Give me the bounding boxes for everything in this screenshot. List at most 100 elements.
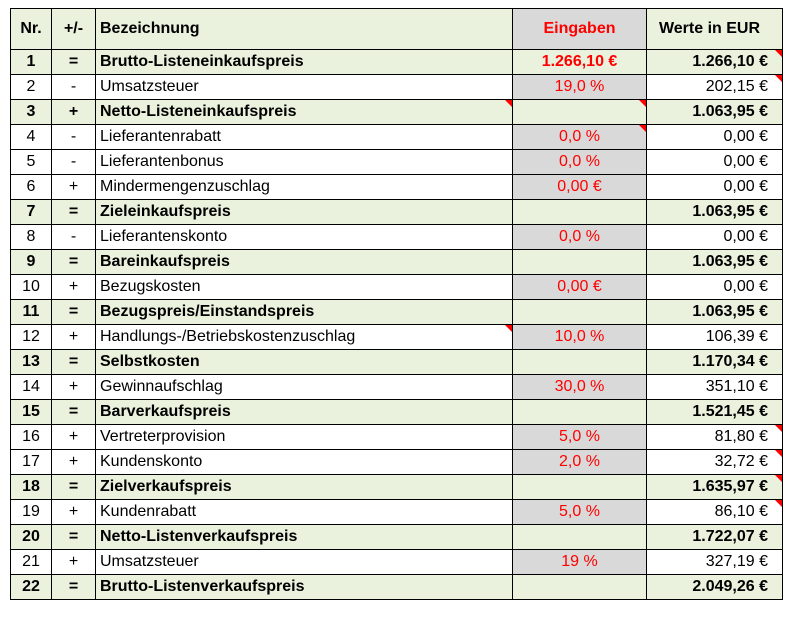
row-value-cell[interactable]: 1.063,95 € xyxy=(646,99,783,125)
row-value-cell[interactable]: 1.170,34 € xyxy=(646,349,783,375)
row-sign-cell[interactable]: = xyxy=(51,399,96,425)
row-nr-cell[interactable]: 2 xyxy=(10,74,52,100)
row-input-cell[interactable] xyxy=(512,249,647,275)
row-value-cell[interactable]: 0,00 € xyxy=(646,124,783,150)
row-value-cell[interactable]: 1.063,95 € xyxy=(646,199,783,225)
row-value-cell[interactable]: 1.722,07 € xyxy=(646,524,783,550)
row-value-cell[interactable]: 1.521,45 € xyxy=(646,399,783,425)
row-sign-cell[interactable]: + xyxy=(51,499,96,525)
row-sign-cell[interactable]: + xyxy=(51,549,96,575)
row-input-cell[interactable]: 0,0 % xyxy=(512,224,647,250)
row-nr-cell[interactable]: 10 xyxy=(10,274,52,300)
row-nr-cell[interactable]: 3 xyxy=(10,99,52,125)
row-value-cell[interactable]: 2.049,26 € xyxy=(646,574,783,600)
row-name-cell[interactable]: Gewinnaufschlag xyxy=(95,374,513,400)
row-value-cell[interactable]: 327,19 € xyxy=(646,549,783,575)
row-input-cell[interactable]: 10,0 % xyxy=(512,324,647,350)
row-sign-cell[interactable]: + xyxy=(51,374,96,400)
row-input-cell[interactable]: 30,0 % xyxy=(512,374,647,400)
row-name-cell[interactable]: Selbstkosten xyxy=(95,349,513,375)
row-value-cell[interactable]: 106,39 € xyxy=(646,324,783,350)
row-sign-cell[interactable]: = xyxy=(51,49,96,75)
row-name-cell[interactable]: Bezugspreis/Einstandspreis xyxy=(95,299,513,325)
row-value-cell[interactable]: 81,80 € xyxy=(646,424,783,450)
row-nr-cell[interactable]: 12 xyxy=(10,324,52,350)
row-value-cell[interactable]: 1.266,10 € xyxy=(646,49,783,75)
row-name-cell[interactable]: Kundenskonto xyxy=(95,449,513,475)
row-nr-cell[interactable]: 20 xyxy=(10,524,52,550)
header-value[interactable]: Werte in EUR xyxy=(646,8,783,50)
row-sign-cell[interactable]: - xyxy=(51,74,96,100)
row-value-cell[interactable]: 202,15 € xyxy=(646,74,783,100)
row-input-cell[interactable]: 19,0 % xyxy=(512,74,647,100)
row-name-cell[interactable]: Kundenrabatt xyxy=(95,499,513,525)
row-name-cell[interactable]: Lieferantenskonto xyxy=(95,224,513,250)
row-input-cell[interactable]: 0,0 % xyxy=(512,149,647,175)
row-value-cell[interactable]: 0,00 € xyxy=(646,149,783,175)
row-value-cell[interactable]: 1.635,97 € xyxy=(646,474,783,500)
row-name-cell[interactable]: Zieleinkaufspreis xyxy=(95,199,513,225)
row-nr-cell[interactable]: 18 xyxy=(10,474,52,500)
row-input-cell[interactable] xyxy=(512,474,647,500)
row-nr-cell[interactable]: 22 xyxy=(10,574,52,600)
row-input-cell[interactable]: 19 % xyxy=(512,549,647,575)
row-input-cell[interactable] xyxy=(512,199,647,225)
row-value-cell[interactable]: 32,72 € xyxy=(646,449,783,475)
row-nr-cell[interactable]: 15 xyxy=(10,399,52,425)
row-input-cell[interactable] xyxy=(512,399,647,425)
header-nr[interactable]: Nr. xyxy=(10,8,52,50)
row-sign-cell[interactable]: = xyxy=(51,474,96,500)
row-input-cell[interactable]: 0,0 % xyxy=(512,124,647,150)
row-name-cell[interactable]: Handlungs-/Betriebskostenzuschlag xyxy=(95,324,513,350)
row-nr-cell[interactable]: 6 xyxy=(10,174,52,200)
row-name-cell[interactable]: Zielverkaufspreis xyxy=(95,474,513,500)
row-sign-cell[interactable]: = xyxy=(51,574,96,600)
row-sign-cell[interactable]: - xyxy=(51,149,96,175)
row-name-cell[interactable]: Bareinkaufspreis xyxy=(95,249,513,275)
row-nr-cell[interactable]: 9 xyxy=(10,249,52,275)
row-input-cell[interactable]: 1.266,10 € xyxy=(512,49,647,75)
row-nr-cell[interactable]: 11 xyxy=(10,299,52,325)
row-sign-cell[interactable]: + xyxy=(51,274,96,300)
row-value-cell[interactable]: 0,00 € xyxy=(646,224,783,250)
row-sign-cell[interactable]: = xyxy=(51,524,96,550)
header-name[interactable]: Bezeichnung xyxy=(95,8,513,50)
row-sign-cell[interactable]: = xyxy=(51,249,96,275)
row-name-cell[interactable]: Mindermengenzuschlag xyxy=(95,174,513,200)
row-nr-cell[interactable]: 4 xyxy=(10,124,52,150)
row-input-cell[interactable]: 0,00 € xyxy=(512,174,647,200)
row-sign-cell[interactable]: - xyxy=(51,224,96,250)
row-sign-cell[interactable]: = xyxy=(51,299,96,325)
row-nr-cell[interactable]: 13 xyxy=(10,349,52,375)
row-value-cell[interactable]: 86,10 € xyxy=(646,499,783,525)
row-name-cell[interactable]: Netto-Listeneinkaufspreis xyxy=(95,99,513,125)
row-name-cell[interactable]: Lieferantenrabatt xyxy=(95,124,513,150)
row-input-cell[interactable] xyxy=(512,299,647,325)
row-nr-cell[interactable]: 21 xyxy=(10,549,52,575)
row-nr-cell[interactable]: 1 xyxy=(10,49,52,75)
row-input-cell[interactable] xyxy=(512,574,647,600)
row-nr-cell[interactable]: 14 xyxy=(10,374,52,400)
row-sign-cell[interactable]: = xyxy=(51,199,96,225)
row-input-cell[interactable] xyxy=(512,99,647,125)
row-name-cell[interactable]: Umsatzsteuer xyxy=(95,74,513,100)
row-input-cell[interactable]: 5,0 % xyxy=(512,499,647,525)
row-sign-cell[interactable]: + xyxy=(51,424,96,450)
row-value-cell[interactable]: 0,00 € xyxy=(646,174,783,200)
row-value-cell[interactable]: 1.063,95 € xyxy=(646,299,783,325)
row-nr-cell[interactable]: 8 xyxy=(10,224,52,250)
row-sign-cell[interactable]: - xyxy=(51,124,96,150)
row-nr-cell[interactable]: 5 xyxy=(10,149,52,175)
row-sign-cell[interactable]: + xyxy=(51,324,96,350)
row-name-cell[interactable]: Bezugskosten xyxy=(95,274,513,300)
row-name-cell[interactable]: Netto-Listenverkaufspreis xyxy=(95,524,513,550)
header-sign[interactable]: +/- xyxy=(51,8,96,50)
row-value-cell[interactable]: 351,10 € xyxy=(646,374,783,400)
row-sign-cell[interactable]: + xyxy=(51,99,96,125)
row-name-cell[interactable]: Brutto-Listenverkaufspreis xyxy=(95,574,513,600)
row-name-cell[interactable]: Barverkaufspreis xyxy=(95,399,513,425)
row-name-cell[interactable]: Umsatzsteuer xyxy=(95,549,513,575)
row-input-cell[interactable]: 2,0 % xyxy=(512,449,647,475)
row-input-cell[interactable]: 5,0 % xyxy=(512,424,647,450)
row-value-cell[interactable]: 0,00 € xyxy=(646,274,783,300)
